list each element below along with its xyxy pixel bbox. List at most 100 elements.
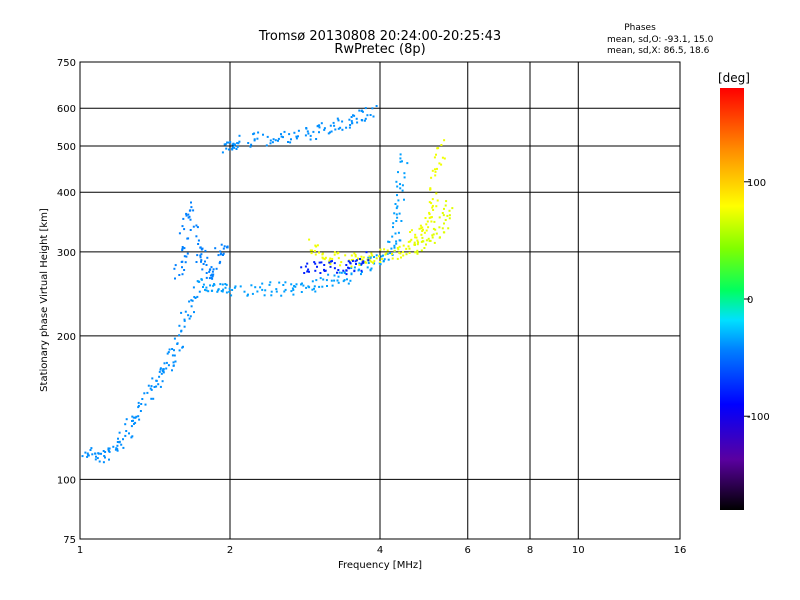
data-point (396, 216, 399, 219)
data-point (420, 249, 423, 252)
data-point (329, 124, 332, 127)
data-point (407, 240, 410, 243)
data-point (355, 263, 357, 265)
data-point (173, 337, 176, 340)
data-point (313, 287, 315, 290)
data-point (152, 397, 155, 400)
data-point (146, 391, 149, 394)
data-point (393, 246, 396, 249)
data-point (329, 131, 331, 134)
data-point (360, 258, 363, 261)
colorbar (720, 88, 744, 510)
data-point (283, 290, 286, 293)
data-point (171, 354, 174, 357)
data-point (391, 253, 393, 255)
data-point (391, 257, 394, 260)
data-point (337, 281, 340, 284)
y-tick-label: 400 (57, 188, 76, 199)
data-point (150, 388, 153, 391)
data-point (435, 232, 438, 235)
data-point (204, 288, 206, 291)
data-point (360, 271, 363, 273)
data-point (291, 287, 294, 290)
data-point (355, 259, 358, 262)
data-point (81, 455, 84, 458)
data-point (414, 233, 417, 236)
data-point (347, 260, 350, 263)
data-point (399, 157, 402, 160)
data-point (336, 117, 339, 120)
data-point (430, 202, 433, 205)
data-point (362, 260, 365, 263)
data-point (166, 352, 169, 355)
data-point (392, 222, 395, 225)
data-point (399, 252, 402, 255)
data-point (396, 205, 399, 208)
data-point (217, 254, 220, 257)
data-point (272, 138, 275, 141)
data-point (354, 254, 357, 256)
data-point (228, 290, 231, 293)
data-point (380, 255, 383, 258)
data-point (350, 116, 353, 118)
data-point (290, 290, 293, 293)
data-point (195, 235, 198, 238)
data-point (347, 282, 350, 285)
data-point (429, 187, 432, 190)
data-point (339, 126, 342, 129)
data-point (347, 266, 349, 269)
data-point (94, 458, 97, 461)
data-point (86, 452, 89, 455)
data-point (211, 273, 214, 276)
data-point (225, 147, 228, 150)
data-point (353, 266, 356, 269)
data-point (137, 415, 140, 418)
data-point (198, 290, 201, 293)
data-point (409, 240, 412, 243)
data-point (305, 286, 308, 289)
data-point (200, 253, 203, 256)
data-point (261, 282, 264, 285)
data-point (431, 234, 434, 237)
data-point (184, 310, 187, 313)
data-point (307, 132, 310, 135)
data-point (368, 255, 371, 258)
data-point (329, 265, 332, 268)
data-point (360, 269, 363, 272)
data-point (213, 283, 216, 286)
data-point (330, 279, 333, 282)
data-point (336, 271, 338, 274)
data-point (364, 107, 367, 110)
data-point (443, 139, 446, 142)
data-point (340, 271, 343, 274)
data-point (137, 404, 140, 407)
data-point (399, 153, 402, 156)
data-point (325, 279, 328, 282)
data-point (172, 364, 175, 367)
data-point (379, 248, 382, 251)
data-point (144, 403, 147, 406)
data-point (171, 369, 173, 372)
data-point (174, 277, 176, 280)
data-point (300, 283, 302, 286)
data-point (139, 410, 142, 412)
data-point (269, 142, 272, 145)
data-point (295, 283, 298, 286)
data-point (108, 447, 111, 450)
data-point (440, 144, 443, 146)
data-point (442, 214, 445, 217)
data-point (328, 261, 331, 264)
data-point (381, 258, 384, 260)
data-point (197, 239, 200, 242)
data-point (409, 231, 412, 233)
data-point (330, 130, 333, 133)
data-point (422, 240, 425, 243)
data-point (159, 368, 162, 371)
data-point (370, 252, 373, 255)
data-point (161, 370, 164, 372)
data-point (98, 460, 101, 463)
data-point (421, 236, 424, 239)
data-point (222, 288, 225, 291)
data-point (181, 266, 183, 269)
data-point (178, 232, 181, 235)
